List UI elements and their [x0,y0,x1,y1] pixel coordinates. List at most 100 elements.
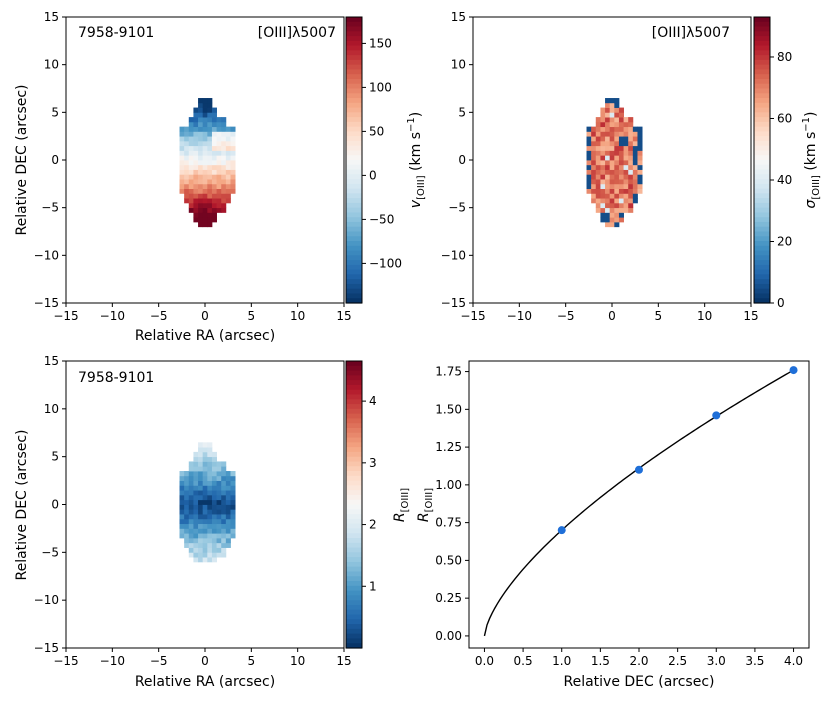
velocity-map-pixel [211,136,217,142]
dispersion-colorbar-tick-label: 60 [777,111,792,125]
dispersion-colorbar-segment [754,221,770,228]
dispersion-map-pixel [623,121,629,128]
velocity-map-pixel [221,188,227,194]
velocity-colorbar-segment [346,260,362,266]
dispersion-map-pixel [591,140,597,147]
ratio-map-pixel [202,461,208,467]
velocity-map-pixel [230,164,236,170]
dispersion-colorbar-segment [754,207,770,214]
dispersion-map-pixel [609,155,615,161]
dispersion-map-ytick-label: 0 [458,153,466,167]
dispersion-map-pixel [614,179,620,185]
ratio-colorbar-segment [346,442,362,448]
dispersion-map-pixel [623,131,629,137]
ratio-map-pixel [188,461,194,467]
ratio-colorbar-segment [346,485,362,491]
ratio-map-pixel [207,480,213,486]
dispersion-colorbar-segment [754,269,770,275]
ratio-map-pixel [202,542,208,548]
ratio-map-pixel [216,552,222,558]
velocity-map-pixel [216,117,222,123]
dispersion-map-pixel [614,121,620,128]
ratio-map-pixel [211,537,217,544]
dispersion-map-pixel [595,174,601,180]
dispersion-map-pixel [628,188,634,194]
velocity-map-pixel [221,145,227,151]
dispersion-map-pixel [595,145,601,151]
dispersion-map-pixel [632,160,638,166]
ratio-profile-ytick-label: 0.75 [435,516,462,530]
dispersion-map-pixel [595,155,601,161]
dispersion-colorbar-segment [754,107,770,113]
dispersion-map-pixel [586,160,592,166]
ratio-profile-xtick-label: 1.5 [591,654,610,668]
ratio-profile-point [635,465,643,474]
velocity-map-pixel [193,117,199,123]
velocity-map-pixel [207,188,213,194]
dispersion-colorbar-segment [754,69,770,75]
velocity-colorbar-segment [346,241,362,247]
ratio-map-pixel [193,490,199,496]
dispersion-colorbar-segment [754,64,770,71]
ratio-map-pixel [188,490,194,496]
velocity-map-pixel [221,136,227,142]
velocity-map-pixel [216,193,222,199]
velocity-map-pixel [198,207,204,213]
dispersion-colorbar-segment [754,183,770,190]
ratio-map-pixel [211,494,217,501]
velocity-map-pixel [193,126,199,132]
dispersion-map-pixel [605,131,611,137]
dispersion-colorbar-segment [754,98,770,104]
ratio-map-pixel [202,504,208,510]
velocity-map-xtick-label: −15 [53,309,78,323]
ratio-map-xlabel: Relative RA (arcsec) [135,674,275,690]
dispersion-map-pixel [637,188,643,194]
ratio-map-pixel [202,523,208,529]
velocity-map-pixel [216,179,222,185]
ratio-map-pixel [221,504,227,510]
velocity-map-pixel [198,179,204,185]
ratio-map-pixel [198,494,204,501]
velocity-colorbar-tick-label: −100 [369,256,402,270]
ratio-map-ytick-label: −10 [34,593,59,607]
ratio-colorbar-segment [346,571,362,577]
dispersion-map-pixel [637,183,643,189]
velocity-map-pixel [207,131,213,137]
dispersion-map-pixel [600,193,606,199]
ratio-colorbar-segment [346,533,362,539]
dispersion-map-pixel [628,174,634,180]
ratio-profile-xtick-label: 2.5 [668,654,687,668]
velocity-colorbar-segment [346,298,362,304]
velocity-map-pixel [179,183,185,189]
ratio-map-pixel [211,509,217,515]
dispersion-map-pixel [586,179,592,185]
velocity-map-pixel [202,202,208,209]
ratio-map-pixel [230,509,236,515]
velocity-map-pixel [230,155,236,161]
panel-ratio-map: −15−15 −10 −10 −5 −5 0 0 5 5 10 10 15 15 7958-9101 R… [14,354,411,690]
velocity-colorbar-segment [346,198,362,204]
dispersion-colorbar-segment [754,231,770,237]
velocity-colorbar-segment [346,140,362,147]
velocity-colorbar-segment [346,102,362,109]
dispersion-map-pixel [614,217,620,223]
ratio-colorbar-segment [346,399,362,405]
dispersion-map-pixel [614,126,620,132]
velocity-map-pixel [202,126,208,132]
velocity-map-pixel [202,198,208,204]
velocity-map-pixel [179,136,185,142]
ratio-map-pixel [193,537,199,544]
velocity-map-pixel [198,193,204,199]
dispersion-map-pixel [632,136,638,142]
dispersion-map-pixel [605,117,611,123]
dispersion-colorbar-segment [754,21,770,28]
ratio-map-pixel [188,475,194,481]
velocity-map-pixel [184,150,190,156]
dispersion-map-pixel [618,212,624,218]
velocity-colorbar-segment [346,136,362,142]
ratio-profile-ytick-label: 1.75 [435,365,462,379]
ratio-map-pixel [202,547,208,553]
ratio-map-pixel [198,552,204,558]
ratio-map-pixel [216,461,222,467]
ratio-colorbar-segment [346,624,362,630]
